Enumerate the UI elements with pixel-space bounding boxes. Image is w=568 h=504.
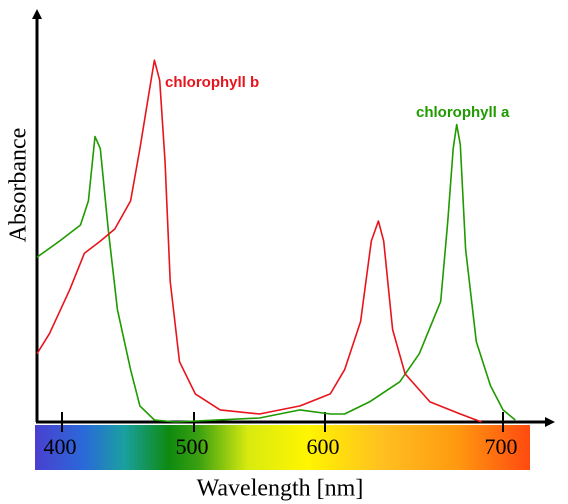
plot-area: 400 500 600 700 chlorophyll a chlorophyll b [36,59,518,459]
x-tick-label: 700 [485,434,518,459]
spectrum-line [36,123,516,423]
spectrum-bar [35,425,530,470]
series-label: chlorophyll b [165,74,259,91]
y-axis-title: Absorbance [6,128,32,243]
x-tick-label: 600 [307,434,340,459]
x-axis-title: Wavelength [nm] [197,476,364,502]
spectrum-line [36,59,482,423]
x-tick-label: 400 [44,434,77,459]
x-tick-label: 500 [176,434,209,459]
series-label: chlorophyll a [416,104,510,121]
